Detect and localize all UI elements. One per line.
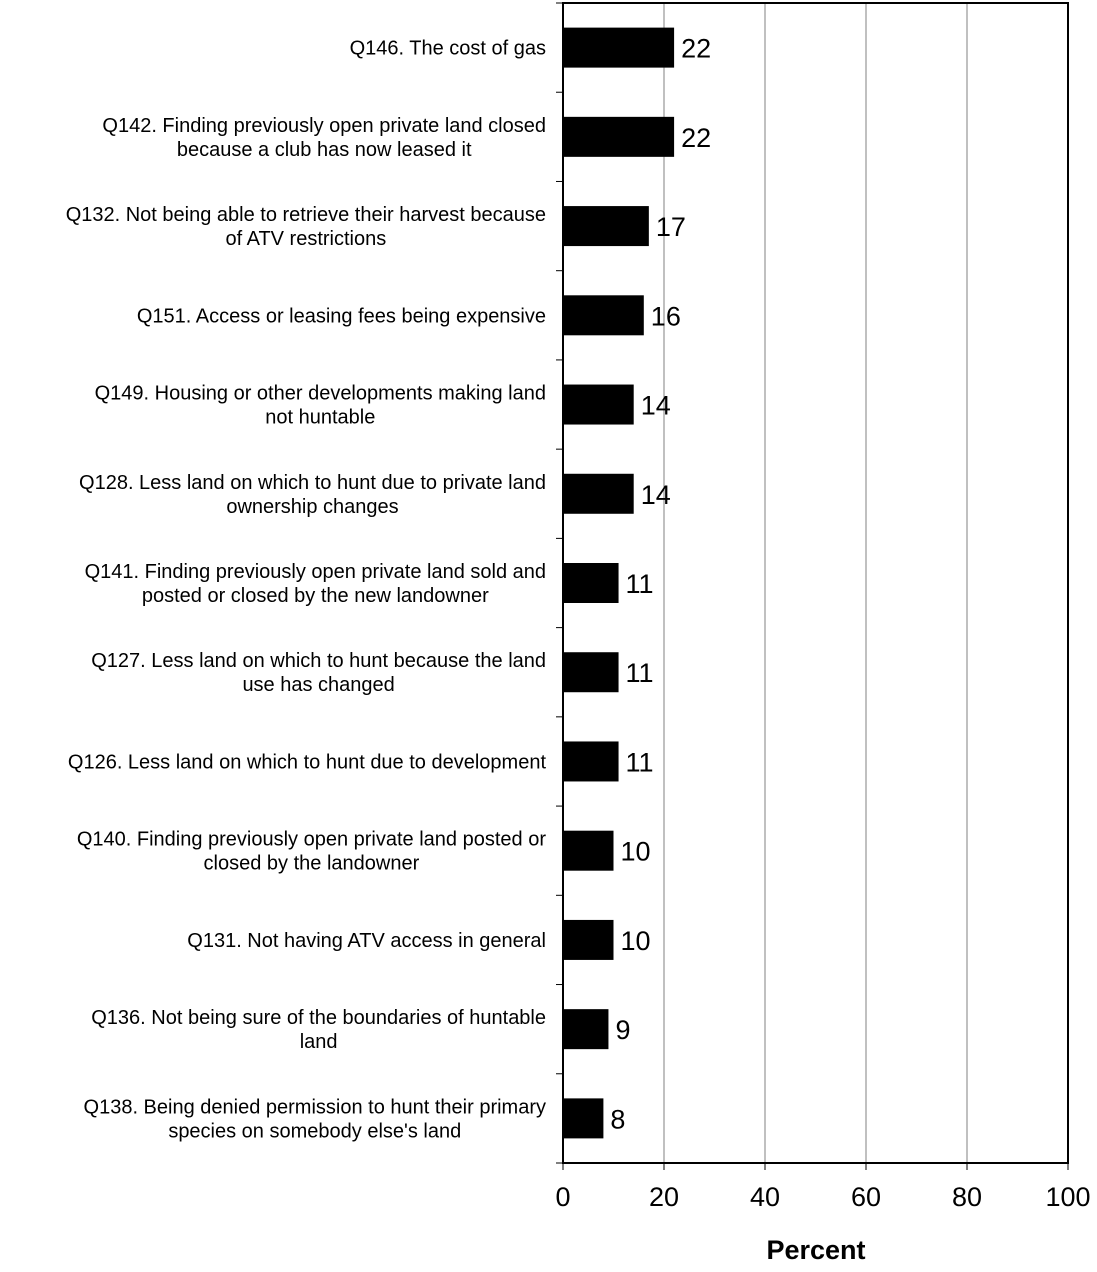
plot-frame bbox=[562, 2, 1069, 1164]
data-label: 17 bbox=[656, 212, 686, 242]
category-label-line: posted or closed by the new landowner bbox=[142, 585, 489, 607]
category-label: Q136. Not being sure of the boundaries o… bbox=[91, 1007, 546, 1053]
bar bbox=[563, 116, 675, 157]
bar bbox=[563, 1098, 604, 1139]
category-label: Q126. Less land on which to hunt due to … bbox=[68, 751, 547, 773]
bar bbox=[563, 473, 634, 514]
axes bbox=[562, 2, 1069, 1164]
category-label-line: land bbox=[300, 1031, 338, 1053]
category-label-line: species on somebody else's land bbox=[168, 1120, 461, 1142]
bar bbox=[563, 295, 644, 336]
data-labels: 22 22 17 16 14 14 11 11 11 10 10 9 8 bbox=[610, 34, 711, 1135]
category-label: Q151. Access or leasing fees being expen… bbox=[137, 305, 546, 327]
x-tick-label: 20 bbox=[649, 1182, 679, 1212]
x-tick-label: 0 bbox=[555, 1182, 570, 1212]
category-label-line: Q126. Less land on which to hunt due to … bbox=[68, 751, 547, 773]
category-label-line: Q131. Not having ATV access in general bbox=[187, 930, 546, 952]
category-label-line: Q149. Housing or other developments maki… bbox=[95, 383, 546, 405]
category-label-line: use has changed bbox=[242, 674, 394, 696]
value-axis-ticks bbox=[562, 1163, 1069, 1170]
category-label: Q138. Being denied permission to hunt th… bbox=[84, 1096, 546, 1142]
category-label-line: Q146. The cost of gas bbox=[350, 38, 546, 60]
category-labels: Q146. The cost of gas Q142. Finding previ… bbox=[66, 38, 547, 1143]
category-label-line: closed by the landowner bbox=[204, 853, 420, 875]
category-label: Q128. Less land on which to hunt due to … bbox=[79, 472, 546, 518]
data-label: 8 bbox=[610, 1104, 625, 1134]
data-label: 10 bbox=[621, 837, 651, 867]
value-axis-tick-labels: 0 20 40 60 80 100 bbox=[555, 1182, 1090, 1212]
category-label: Q149. Housing or other developments maki… bbox=[95, 383, 546, 429]
data-label: 11 bbox=[626, 569, 654, 599]
category-label: Q142. Finding previously open private la… bbox=[102, 115, 546, 161]
data-label: 14 bbox=[641, 480, 671, 510]
category-label-line: Q142. Finding previously open private la… bbox=[102, 115, 546, 137]
bars bbox=[563, 27, 675, 1139]
category-label-line: because a club has now leased it bbox=[177, 139, 472, 161]
bar bbox=[563, 830, 614, 871]
bar bbox=[563, 27, 675, 68]
x-tick-label: 60 bbox=[851, 1182, 881, 1212]
x-tick-label: 100 bbox=[1045, 1182, 1090, 1212]
bar bbox=[563, 919, 614, 960]
category-label: Q140. Finding previously open private la… bbox=[77, 829, 547, 875]
data-label: 11 bbox=[626, 658, 654, 688]
x-axis-title: Percent bbox=[766, 1235, 865, 1265]
category-label: Q132. Not being able to retrieve their h… bbox=[66, 204, 546, 250]
category-label: Q127. Less land on which to hunt because… bbox=[91, 650, 546, 696]
x-tick-label: 40 bbox=[750, 1182, 780, 1212]
category-label-line: Q128. Less land on which to hunt due to … bbox=[79, 472, 546, 494]
data-label: 14 bbox=[641, 391, 671, 421]
category-label-line: Q151. Access or leasing fees being expen… bbox=[137, 305, 546, 327]
data-label: 16 bbox=[651, 301, 681, 331]
category-label: Q146. The cost of gas bbox=[350, 38, 546, 60]
category-axis-ticks bbox=[556, 2, 563, 1164]
category-label: Q141. Finding previously open private la… bbox=[85, 561, 546, 607]
data-label: 22 bbox=[681, 123, 711, 153]
category-label-line: Q136. Not being sure of the boundaries o… bbox=[91, 1007, 546, 1029]
data-label: 11 bbox=[626, 747, 654, 777]
bar bbox=[563, 206, 649, 247]
category-label-line: not huntable bbox=[265, 407, 375, 429]
bar bbox=[563, 741, 619, 782]
category-label-line: ownership changes bbox=[226, 496, 398, 518]
gridlines bbox=[663, 3, 968, 1163]
category-label-line: of ATV restrictions bbox=[225, 228, 386, 250]
bar bbox=[563, 652, 619, 693]
category-label-line: Q138. Being denied permission to hunt th… bbox=[84, 1096, 546, 1118]
bar bbox=[563, 563, 619, 603]
data-label: 10 bbox=[621, 926, 651, 956]
bar bbox=[563, 384, 634, 425]
x-tick-label: 80 bbox=[952, 1182, 982, 1212]
category-label: Q131. Not having ATV access in general bbox=[187, 930, 546, 952]
category-label-line: Q127. Less land on which to hunt because… bbox=[91, 650, 546, 672]
data-label: 9 bbox=[615, 1015, 630, 1045]
category-label-line: Q141. Finding previously open private la… bbox=[85, 561, 546, 583]
bar bbox=[563, 1009, 609, 1050]
category-label-line: Q132. Not being able to retrieve their h… bbox=[66, 204, 546, 226]
data-label: 22 bbox=[681, 34, 711, 64]
category-label-line: Q140. Finding previously open private la… bbox=[77, 829, 547, 851]
